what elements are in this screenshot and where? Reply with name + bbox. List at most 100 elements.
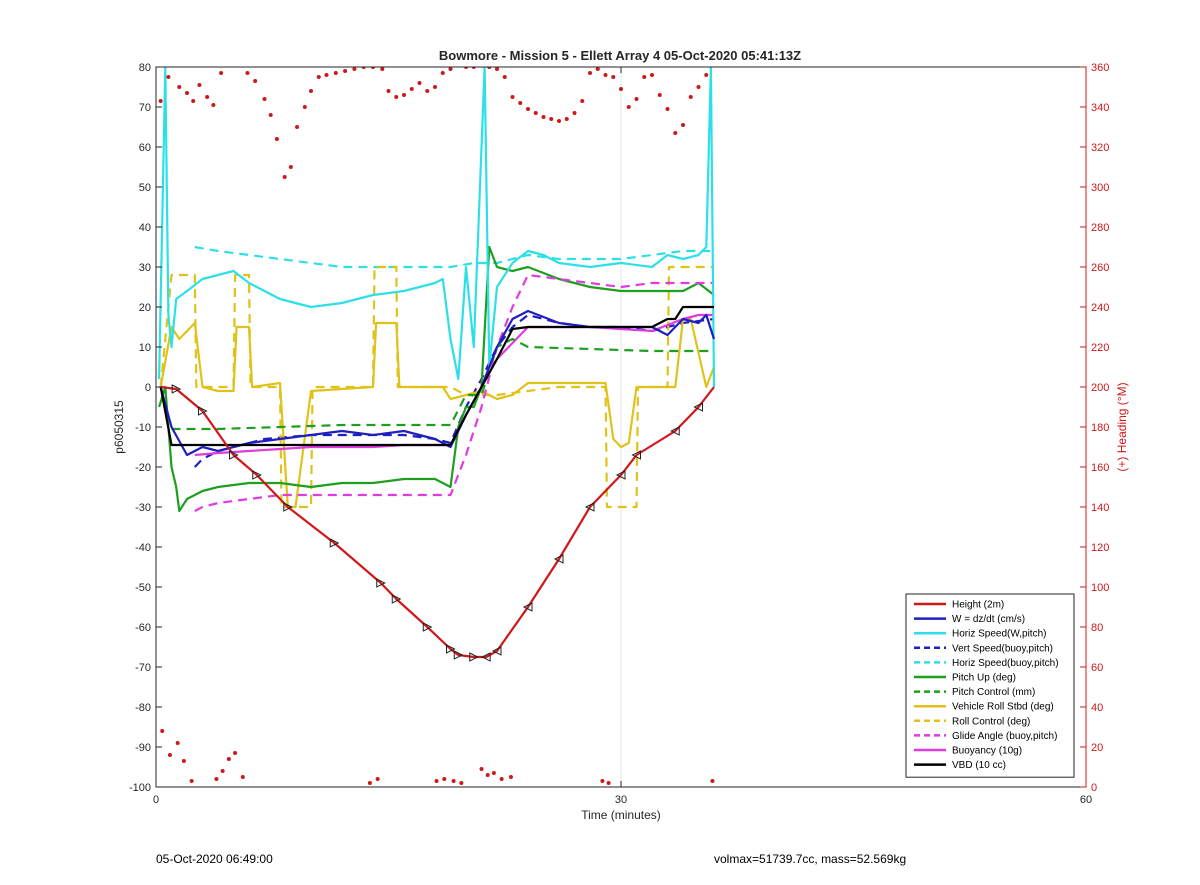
y-tick-label: 20: [139, 302, 151, 314]
heading-point: [333, 71, 338, 75]
y-tick-label: -50: [135, 582, 151, 594]
x-tick-label: 0: [153, 794, 159, 806]
y2-tick-label: 360: [1091, 62, 1109, 74]
heading-point: [402, 93, 406, 97]
heading-point: [502, 75, 507, 79]
heading-point: [367, 781, 372, 785]
heading-point: [205, 95, 210, 99]
heading-point: [240, 775, 245, 779]
height-marker: [252, 470, 262, 480]
heading-point: [226, 757, 231, 761]
legend-label: Glide Angle (buoy,pitch): [952, 731, 1057, 742]
y-tick-label: 50: [139, 182, 151, 194]
y-axis-label: p6050315: [112, 400, 126, 454]
legend-label: VBD (10 cc): [952, 760, 1006, 771]
heading-point: [526, 107, 530, 111]
heading-point: [425, 89, 430, 93]
legend-label: Buoyancy (10g): [952, 746, 1022, 757]
height-marker: [283, 502, 293, 512]
y-tick-label: 60: [139, 142, 151, 154]
heading-point: [380, 67, 385, 71]
heading-point: [191, 99, 196, 103]
heading-point: [185, 91, 189, 95]
heading-point: [268, 113, 273, 117]
y-tick-label: 0: [145, 382, 151, 394]
y-tick-label: -30: [135, 502, 151, 514]
heading-point: [324, 73, 329, 77]
heading-point: [688, 95, 693, 99]
heading-point: [557, 119, 561, 123]
height-marker: [198, 406, 208, 416]
series-pitch-up-deg: [158, 245, 715, 513]
heading-point: [508, 775, 513, 779]
heading-point: [499, 777, 504, 781]
heading-point: [459, 781, 464, 785]
heading-point: [485, 773, 490, 777]
heading-point: [189, 779, 194, 783]
x-tick-label: 30: [615, 794, 627, 806]
y2-tick-label: 300: [1091, 182, 1109, 194]
y2-tick-label: 320: [1091, 142, 1109, 154]
heading-point: [233, 751, 238, 755]
y-tick-label: -70: [135, 662, 151, 674]
heading-point: [533, 111, 538, 115]
y2-tick-label: 20: [1091, 742, 1103, 754]
heading-point: [611, 75, 616, 79]
heading-point: [710, 779, 715, 783]
height-marker: [171, 384, 182, 394]
series-vehicle-roll-stbd-deg: [159, 317, 716, 509]
heading-point: [642, 75, 647, 79]
height-marker: [693, 402, 703, 412]
height-marker: [229, 450, 239, 460]
legend-label: Horiz Speed(buoy,pitch): [952, 658, 1059, 669]
heading-point: [696, 85, 701, 89]
height-marker: [631, 450, 641, 460]
series-roll-control-deg: [159, 265, 714, 509]
heading-point: [274, 137, 279, 141]
heading-point: [219, 71, 224, 75]
y-tick-label: 70: [139, 102, 151, 114]
heading-point: [197, 83, 202, 87]
y2-tick-label: 120: [1091, 542, 1109, 554]
legend-label: Pitch Control (mm): [952, 687, 1035, 698]
legend-box: [905, 593, 1075, 778]
heading-point: [175, 741, 180, 745]
heading-point: [580, 99, 585, 103]
y2-tick-label: 240: [1091, 302, 1109, 314]
heading-point: [495, 67, 499, 71]
heading-point: [665, 107, 670, 111]
heading-point: [167, 753, 172, 757]
height-marker: [584, 502, 595, 512]
axes: 0 30 6080706050403020100-10-20-30-40-50-60…: [129, 62, 1109, 806]
height-marker: [553, 554, 564, 564]
heading-point: [448, 67, 453, 71]
series-group: [158, 67, 716, 785]
height-marker: [469, 652, 479, 662]
height-marker: [522, 602, 533, 612]
heading-point: [288, 165, 293, 169]
heading-point: [619, 87, 623, 91]
height-marker: [453, 650, 464, 660]
y2-tick-label: 140: [1091, 502, 1109, 514]
heading-point: [343, 69, 348, 73]
y-tick-label: -90: [135, 742, 151, 754]
y-tick-label: -10: [135, 422, 151, 434]
legend: Height (2m) W = dz/dt (cm/s) Horiz Speed(W…: [905, 593, 1075, 778]
y-tick-label: 80: [139, 62, 151, 74]
y2-tick-label: 160: [1091, 462, 1109, 474]
series-horiz-speed-buoy-pitch: [194, 245, 714, 269]
height-markers: [171, 384, 703, 662]
heading-point: [595, 67, 600, 71]
heading-point: [603, 73, 608, 77]
height-marker: [391, 594, 402, 604]
legend-label: Roll Control (deg): [952, 716, 1030, 727]
y2-tick-label: 220: [1091, 342, 1109, 354]
heading-point: [262, 97, 267, 101]
legend-label: Height (2m): [952, 600, 1004, 611]
heading-point: [451, 779, 456, 783]
heading-point: [491, 771, 496, 775]
heading-point: [541, 115, 546, 119]
heading-point: [316, 75, 321, 79]
height-marker: [422, 622, 433, 632]
heading-point: [282, 175, 287, 179]
